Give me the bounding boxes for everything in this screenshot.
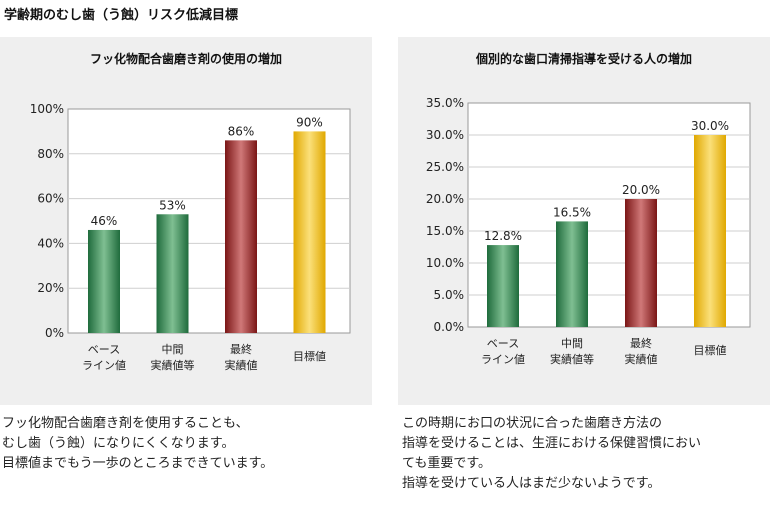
chart-title: フッ化物配合歯磨き剤の使用の増加 (89, 52, 282, 66)
y-tick-label: 20% (37, 281, 64, 295)
x-category-label: ライン値 (481, 353, 525, 366)
data-label: 12.8% (484, 229, 522, 243)
caption-line: むし歯（う蝕）になりにくくなります。 (2, 436, 235, 451)
caption-line: 指導を受けることは、生涯における保健習慣におい (402, 436, 702, 451)
caption-line: 指導を受けている人はまだ少ないようです。 (402, 476, 661, 491)
caption-left: フッ化物配合歯磨き剤を使用することも、 むし歯（う蝕）になりにくくなります。 目… (2, 414, 382, 474)
y-tick-label: 0.0% (434, 320, 465, 334)
x-category-label: 最終 (230, 342, 252, 356)
y-tick-label: 60% (37, 192, 64, 206)
caption-right: この時期にお口の状況に合った歯磨き方法の 指導を受けることは、生涯における保健習… (402, 414, 768, 494)
bar (156, 214, 189, 333)
x-category-label: 目標値 (293, 349, 326, 363)
x-category-label: ベース (487, 337, 519, 350)
y-tick-label: 25.0% (426, 160, 464, 174)
bar (293, 131, 326, 333)
page-title: 学齢期のむし歯（う蝕）リスク低減目標 (4, 8, 239, 23)
x-category-label: 目標値 (694, 343, 727, 357)
x-category-label: ベース (88, 343, 120, 356)
data-label: 53% (159, 198, 186, 212)
x-category-label: 中間 (561, 337, 583, 350)
y-tick-label: 5.0% (434, 288, 465, 302)
caption-line: 目標値までもう一歩のところまできています。 (2, 456, 274, 471)
x-category-label: 実績値等 (550, 352, 594, 366)
caption-line: フッ化物配合歯磨き剤を使用することも、 (2, 416, 249, 431)
y-tick-label: 35.0% (426, 96, 464, 110)
bar (225, 140, 257, 333)
y-tick-label: 30.0% (426, 128, 464, 142)
bar-chart-guidance: 0.0% 5.0% 10.0% 15.0% 20.0% 25.0% 30.0% 35.0% 12… (426, 96, 751, 366)
x-category-label: ライン値 (82, 359, 126, 372)
data-label: 46% (91, 214, 118, 228)
bar (625, 199, 657, 327)
caption-line: ても重要です。 (402, 456, 492, 471)
data-label: 30.0% (691, 119, 729, 133)
x-category-label: 実績値等 (151, 358, 195, 372)
bar (88, 229, 120, 333)
y-tick-label: 10.0% (426, 256, 464, 270)
x-category-label: 最終 (630, 336, 652, 350)
chart-panel-fluoride: フッ化物配合歯磨き剤の使用の増加 0% 20% 40% 60% 80% 100% 46% ベー… (0, 37, 372, 405)
y-tick-label: 100% (30, 102, 64, 116)
y-tick-label: 20.0% (426, 192, 464, 206)
chart-title: 個別的な歯口清掃指導を受ける人の増加 (475, 52, 692, 66)
y-tick-label: 15.0% (426, 224, 464, 238)
chart-panel-guidance: 個別的な歯口清掃指導を受ける人の増加 0.0% 5.0% 10.0% 15.0% 20.… (398, 37, 770, 405)
x-category-label: 実績値 (625, 352, 658, 366)
data-label: 16.5% (553, 205, 591, 219)
bar (487, 245, 519, 327)
bar (556, 221, 588, 327)
x-category-label: 実績値 (225, 358, 258, 372)
data-label: 20.0% (622, 183, 660, 197)
caption-line: この時期にお口の状況に合った歯磨き方法の (402, 416, 663, 431)
y-tick-label: 80% (37, 147, 64, 161)
y-tick-label: 40% (37, 236, 64, 250)
data-label: 90% (296, 115, 323, 129)
x-category-label: 中間 (162, 343, 184, 356)
bar (694, 135, 726, 327)
data-label: 86% (228, 124, 255, 138)
y-tick-label: 0% (45, 326, 64, 340)
